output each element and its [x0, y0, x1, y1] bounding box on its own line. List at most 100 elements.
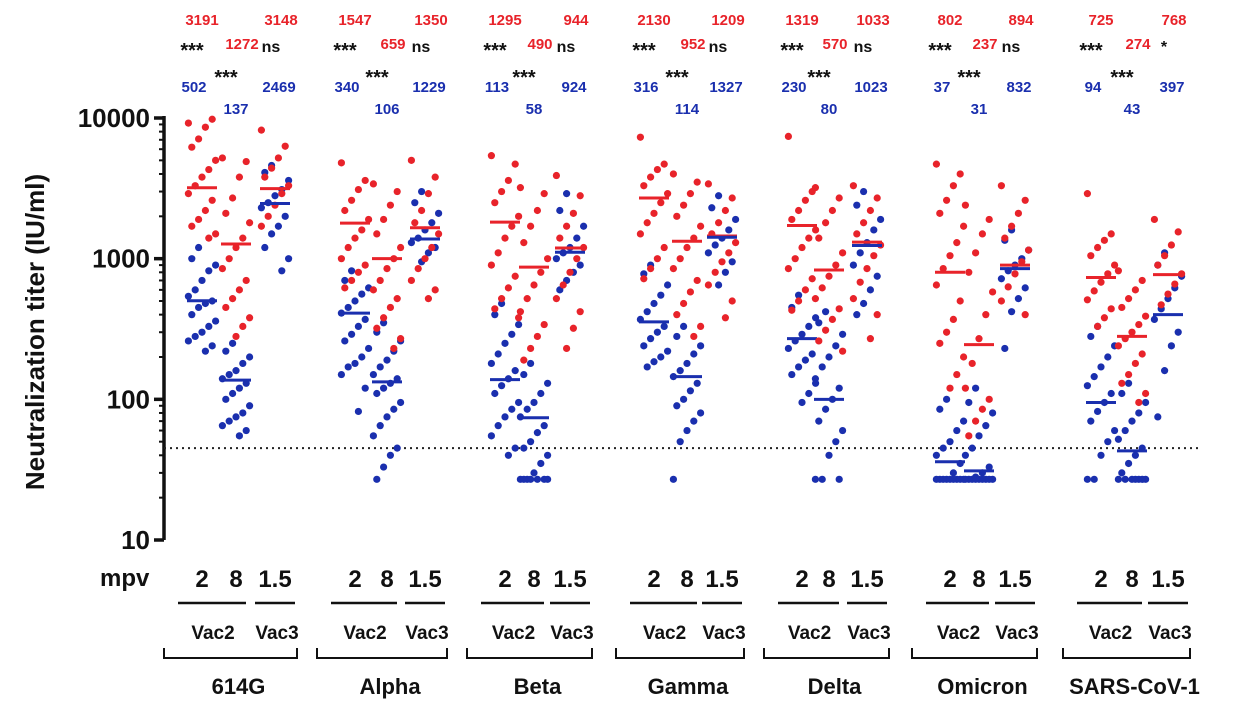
variant-label: Beta — [514, 674, 562, 699]
high-responder-point — [257, 222, 265, 230]
low-responder-point — [1087, 417, 1095, 425]
high-responder-point — [373, 324, 381, 332]
high-responder-point — [520, 239, 528, 247]
high-responder-point — [369, 286, 377, 294]
high-responder-point — [418, 206, 426, 215]
high-responder-point — [1167, 241, 1175, 249]
low-responder-point — [660, 322, 668, 330]
low-responder-point — [690, 350, 698, 358]
high-responder-point — [647, 264, 655, 273]
low-responder-point — [232, 413, 240, 421]
high-responder-point — [936, 339, 944, 347]
variant-bracket — [316, 648, 448, 659]
median-label-low: 114 — [675, 101, 700, 118]
low-responder-point — [1167, 342, 1175, 350]
low-responder-point — [673, 402, 681, 410]
high-responder-point — [835, 305, 843, 313]
high-responder-point — [822, 219, 830, 227]
high-responder-point — [208, 115, 216, 123]
high-responder-point — [949, 315, 958, 324]
vac2-label: Vac2 — [343, 623, 386, 644]
high-responder-point — [188, 143, 196, 151]
low-responder-point — [229, 339, 237, 347]
high-responder-point — [801, 196, 810, 204]
low-responder-point — [853, 311, 861, 319]
low-responder-point — [191, 286, 199, 294]
mpv-label: 2 — [1094, 566, 1107, 593]
low-responder-point — [997, 275, 1006, 283]
high-responder-point — [428, 243, 436, 252]
low-responder-point — [501, 413, 509, 421]
high-responder-point — [673, 311, 681, 319]
low-responder-point — [208, 342, 216, 350]
low-responder-point — [849, 261, 858, 269]
high-responder-point — [498, 295, 506, 303]
high-responder-point — [968, 359, 976, 368]
mpv-label: 1.5 — [850, 566, 883, 593]
high-responder-point — [943, 328, 951, 336]
low-responder-point — [853, 201, 861, 209]
low-responder-point — [1118, 469, 1126, 477]
high-responder-point — [972, 249, 980, 257]
low-responder-point — [218, 422, 226, 430]
high-responder-point — [1125, 295, 1133, 303]
high-responder-point — [997, 297, 1006, 305]
high-responder-point — [693, 178, 701, 186]
low-responder-point — [508, 405, 516, 413]
low-responder-point — [815, 417, 823, 425]
high-responder-point — [569, 209, 578, 217]
high-responder-point — [261, 173, 269, 181]
low-responder-point — [873, 272, 881, 280]
high-responder-point — [563, 344, 571, 353]
high-responder-point — [498, 187, 506, 196]
variant-label: SARS-CoV-1 — [1069, 674, 1200, 699]
low-responder-point — [537, 459, 545, 468]
low-responder-point — [835, 475, 843, 483]
low-responder-point — [376, 422, 384, 430]
low-responder-point — [520, 370, 528, 379]
mpv-label: 1.5 — [258, 566, 291, 593]
low-responder-point — [544, 379, 552, 387]
vac3-label: Vac3 — [995, 623, 1038, 644]
median-label-low: 31 — [971, 101, 988, 118]
low-responder-point — [1125, 379, 1133, 387]
high-responder-point — [673, 212, 681, 220]
low-responder-point — [407, 239, 415, 247]
low-responder-point — [680, 395, 688, 403]
low-responder-point — [361, 315, 369, 324]
low-responder-point — [1008, 308, 1016, 316]
high-responder-point — [815, 337, 823, 345]
mpv-label: 2 — [195, 566, 208, 593]
high-responder-point — [222, 303, 230, 312]
low-responder-point — [721, 268, 730, 276]
high-responder-point — [515, 314, 523, 322]
low-responder-point — [1021, 284, 1029, 292]
median-label-low: 106 — [374, 101, 399, 118]
median-label-low: 94 — [1085, 79, 1102, 96]
vac3-label: Vac3 — [702, 623, 745, 644]
low-responder-point — [866, 286, 875, 294]
low-responder-point — [643, 308, 651, 316]
high-responder-point — [235, 173, 243, 181]
low-responder-point — [818, 363, 826, 371]
low-responder-point — [563, 190, 571, 198]
low-responder-point — [184, 337, 192, 345]
low-responder-point — [1142, 398, 1150, 407]
low-responder-point — [205, 322, 213, 330]
low-responder-point — [411, 199, 419, 207]
high-responder-point — [281, 142, 289, 150]
significance-label: ns — [412, 39, 431, 56]
variant-label: Alpha — [359, 674, 421, 699]
high-responder-point — [721, 206, 730, 215]
high-responder-point — [982, 311, 990, 319]
low-responder-point — [943, 395, 951, 403]
low-responder-point — [972, 475, 980, 483]
low-responder-point — [664, 281, 672, 289]
low-responder-point — [683, 426, 691, 435]
high-responder-point — [494, 249, 502, 257]
high-responder-point — [1138, 350, 1146, 358]
high-responder-point — [965, 268, 973, 276]
low-responder-point — [1154, 413, 1162, 421]
mpv-label: 2 — [498, 566, 511, 593]
low-responder-point — [939, 475, 947, 483]
